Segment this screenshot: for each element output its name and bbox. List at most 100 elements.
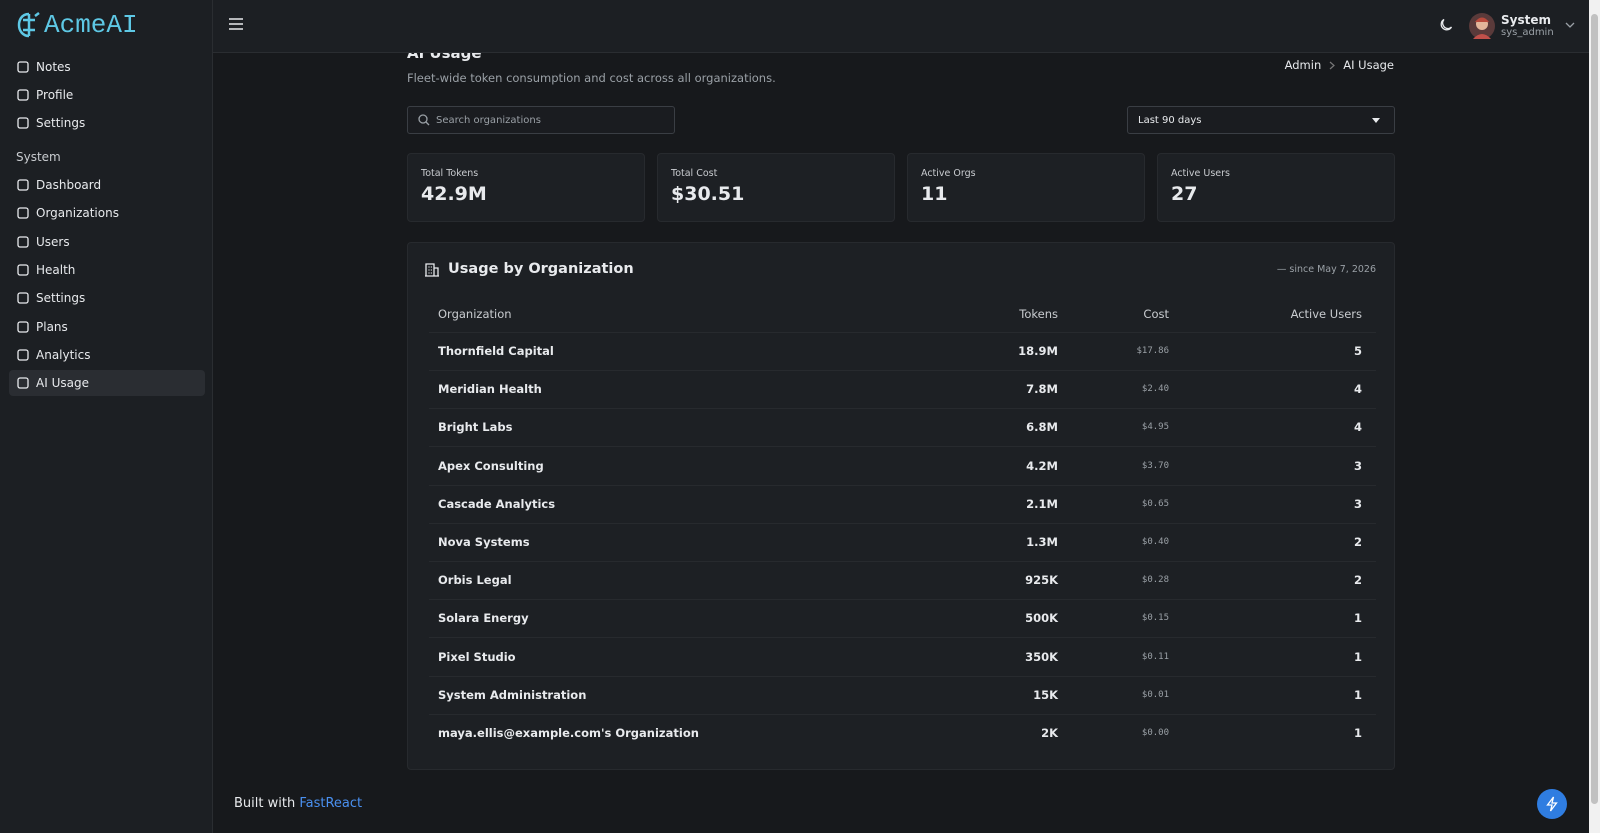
menu-toggle[interactable]	[229, 18, 243, 30]
select-caret	[1372, 117, 1380, 123]
table-cell: 500K	[1025, 611, 1058, 626]
brand-name: AcmeAI	[44, 10, 138, 40]
column-header: Organization	[438, 307, 512, 321]
breadcrumb-item[interactable]: Admin	[1284, 58, 1322, 72]
avatar[interactable]	[1469, 13, 1495, 39]
nav-label: Profile	[36, 88, 74, 102]
nav-item[interactable]: Analytics	[9, 342, 205, 368]
nav-item[interactable]: Profile	[9, 82, 205, 108]
row-divider	[429, 370, 1376, 371]
row-divider	[429, 332, 1376, 333]
table-cell: 1	[1353, 611, 1362, 626]
nav-item[interactable]: Settings	[9, 110, 205, 136]
org-name: Meridian Health	[438, 382, 542, 397]
brand[interactable]: AcmeAI	[16, 10, 138, 40]
table-cell: $0.65	[1141, 498, 1169, 509]
nav-icon	[17, 264, 29, 276]
table-cell: 5	[1353, 344, 1362, 358]
scrollbar-thumb[interactable]	[1591, 14, 1598, 804]
stat-label: Active Users	[1171, 168, 1231, 179]
stat-card: Total Tokens 42.9M	[407, 153, 645, 222]
topbar: System sys_admin	[213, 0, 1589, 53]
nav-label: Analytics	[36, 347, 91, 362]
nav-section-title: System	[16, 150, 61, 164]
table-cell: $2.40	[1141, 384, 1169, 395]
table-cell: $3.70	[1141, 460, 1169, 471]
nav-icon	[17, 320, 29, 333]
nav-item[interactable]: Dashboard	[9, 172, 205, 198]
nav-label: AI Usage	[36, 376, 89, 391]
org-name: Apex Consulting	[438, 458, 544, 473]
user-menu-chevron[interactable]	[1565, 22, 1575, 29]
stat-value: 11	[921, 183, 948, 205]
stat-card: Active Orgs 11	[907, 153, 1145, 222]
sidebar: AcmeAI System Notes Profile Settings Dashbo…	[0, 0, 213, 833]
table-cell: 1.3M	[1026, 535, 1058, 549]
quick-action-button[interactable]	[1537, 789, 1567, 819]
row-divider	[429, 446, 1376, 448]
brand-logo	[17, 12, 40, 38]
nav-icon	[17, 377, 29, 389]
table-cell: 4	[1353, 382, 1362, 397]
table-cell: 925K	[1025, 573, 1058, 588]
breadcrumb: Admin AI Usage	[1285, 58, 1394, 72]
org-name: maya.ellis@example.com's Organization	[438, 726, 699, 740]
search-icon	[418, 114, 430, 126]
search-placeholder: Search organizations	[436, 114, 541, 126]
nav-icon	[17, 235, 29, 248]
footer-text: Built with	[234, 796, 296, 811]
search-input[interactable]: Search organizations	[407, 106, 675, 134]
user-handle: sys_admin	[1501, 27, 1554, 38]
theme-toggle[interactable]	[1439, 18, 1453, 32]
nav-item[interactable]: Organizations	[9, 200, 205, 226]
stat-value: $30.51	[671, 183, 745, 205]
org-name: Nova Systems	[438, 535, 530, 549]
footer-link[interactable]: FastReact	[299, 796, 363, 811]
nav-icon	[17, 292, 29, 304]
usage-table-card	[407, 242, 1395, 770]
nav-item[interactable]: Notes	[9, 54, 205, 80]
table-cell: $0.15	[1141, 613, 1169, 624]
row-divider	[429, 675, 1376, 677]
org-name: Bright Labs	[438, 420, 513, 435]
table-cell: $0.11	[1141, 651, 1169, 662]
nav-item[interactable]: AI Usage	[9, 370, 205, 397]
nav-item[interactable]: Plans	[9, 314, 205, 340]
row-divider	[429, 561, 1376, 562]
org-name: Cascade Analytics	[438, 496, 556, 511]
row-divider	[429, 408, 1376, 410]
table-cell: 4.2M	[1026, 458, 1058, 473]
footer: Built with FastReact	[234, 796, 362, 811]
stat-card: Active Users 27	[1157, 153, 1395, 222]
row-divider	[429, 713, 1376, 715]
table-cell: 2	[1353, 535, 1362, 549]
table-cell: 3	[1353, 496, 1362, 511]
nav-label: Settings	[36, 291, 86, 306]
nav-item[interactable]: Users	[9, 229, 205, 255]
page-subtitle: Fleet-wide token consumption and cost ac…	[407, 71, 776, 85]
row-divider	[429, 522, 1376, 524]
row-divider	[429, 484, 1376, 486]
org-name: Orbis Legal	[438, 573, 512, 588]
nav-item[interactable]: Settings	[9, 285, 205, 311]
table-cell: 2	[1353, 573, 1362, 588]
nav-icon	[17, 349, 29, 361]
table-cell: 1	[1353, 687, 1362, 702]
nav-label: Plans	[36, 319, 68, 334]
org-name: Pixel Studio	[438, 649, 516, 664]
row-divider	[429, 637, 1376, 639]
nav-label: Organizations	[36, 206, 119, 221]
period-select[interactable]: Last 90 days	[1127, 106, 1395, 134]
nav-label: Users	[36, 234, 70, 249]
column-header: Cost	[1143, 307, 1169, 321]
nav-item[interactable]: Health	[9, 257, 205, 283]
org-name: System Administration	[438, 687, 587, 702]
table-cell: 4	[1353, 420, 1362, 435]
table-icon	[425, 263, 439, 277]
period-value: Last 90 days	[1138, 114, 1202, 126]
org-name: Solara Energy	[438, 611, 529, 626]
nav-label: Notes	[36, 60, 71, 74]
nav-icon	[17, 179, 29, 191]
scrollbar	[1589, 0, 1600, 833]
